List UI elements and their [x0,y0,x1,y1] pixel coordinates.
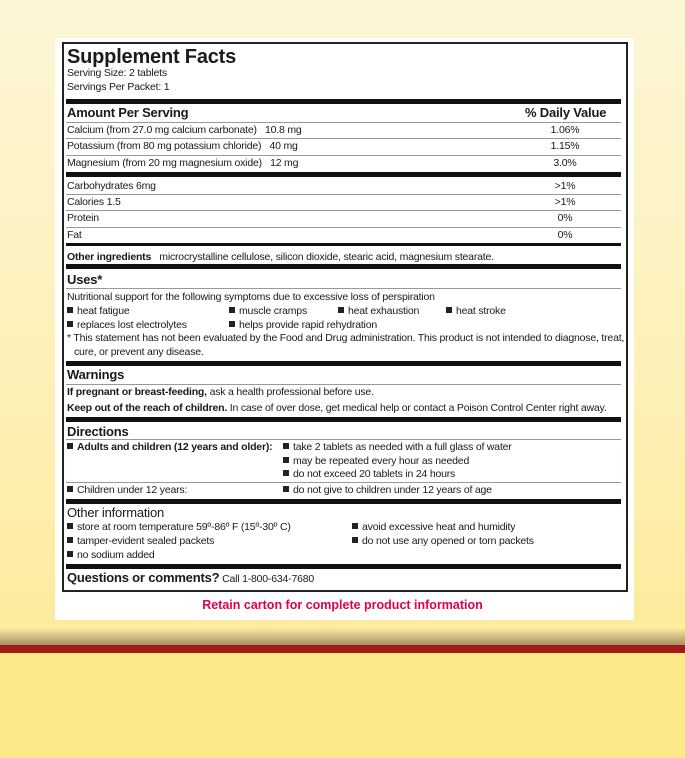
warning-children: Keep out of the reach of children. In ca… [67,402,607,414]
directions-children: Children under 12 years: [67,484,187,496]
info-item: do not use any opened or torn packets [352,535,534,547]
nutrient-dv: 3.0% [553,157,577,169]
nutrient-row: Calories 1.5 [67,196,121,208]
other-ingredients: Other ingredients microcrystalline cellu… [67,251,494,263]
divider [66,384,621,385]
divider [66,243,621,246]
red-band [0,645,685,653]
nutrient-row: Fat [67,229,82,241]
use-item: muscle cramps [229,305,307,317]
divider [66,138,621,139]
nutrient-dv: 0% [557,229,573,241]
divider [66,499,621,504]
retain-carton-notice: Retain carton for complete product infor… [202,598,483,612]
info-item: avoid excessive heat and humidity [352,521,516,533]
use-item: helps provide rapid rehydration [229,319,377,331]
divider [66,155,621,156]
nutrient-row: Carbohydrates 6mg [67,180,156,192]
uses-heading: Uses* [67,272,103,287]
nutrient-row: Calcium (from 27.0 mg calcium carbonate)… [67,124,302,136]
shadow-strip [0,628,685,646]
use-item: replaces lost electrolytes [67,319,187,331]
directions-heading: Directions [67,424,129,439]
nutrient-row: Protein [67,212,99,224]
nutrient-dv: >1% [554,180,576,192]
divider [66,264,621,269]
divider [66,417,621,422]
divider [66,122,621,123]
uses-intro: Nutritional support for the following sy… [67,291,435,303]
divider [66,99,621,104]
direction-item: take 2 tablets as needed with a full gla… [283,441,512,453]
panel-title: Supplement Facts [67,46,237,68]
divider [66,439,621,440]
nutrient-dv: >1% [554,196,576,208]
direction-item: do not exceed 20 tablets in 24 hours [283,468,455,480]
divider [66,172,621,177]
direction-item: may be repeated every hour as needed [283,455,469,467]
use-item: heat exhaustion [338,305,419,317]
nutrient-dv: 1.06% [550,124,580,136]
nutrient-dv: 1.15% [550,140,580,152]
divider [66,288,621,289]
nutrient-row: Magnesium (from 20 mg magnesium oxide) 1… [67,157,299,169]
divider [66,361,621,366]
warning-pregnant: If pregnant or breast-feeding, ask a hea… [67,386,374,398]
divider [66,227,621,228]
servings-per-packet: Servings Per Packet: 1 [67,81,170,93]
questions-line: Questions or comments? Call 1-800-634-76… [67,570,315,586]
other-info-heading: Other information [67,505,165,520]
amount-header: Amount Per Serving [67,105,189,120]
serving-size: Serving Size: 2 tablets [67,67,167,79]
info-item: store at room temperature 59º-86º F (15º… [67,521,291,533]
direction-item: do not give to children under 12 years o… [283,484,492,496]
directions-adults: Adults and children (12 years and older)… [67,441,273,453]
use-item: heat stroke [446,305,506,317]
divider [66,194,621,195]
use-item: heat fatigue [67,305,130,317]
fda-disclaimer: cure, or prevent any disease. [74,346,204,358]
yellow-background [0,653,685,758]
divider [66,482,621,483]
warnings-heading: Warnings [67,367,125,382]
info-item: tamper-evident sealed packets [67,535,214,547]
divider [66,564,621,569]
nutrient-row: Potassium (from 80 mg potassium chloride… [67,140,298,152]
info-item: no sodium added [67,549,155,561]
nutrient-dv: 0% [557,212,573,224]
dv-header: % Daily Value [525,105,607,120]
fda-disclaimer: * This statement has not been evaluated … [67,332,625,344]
divider [66,210,621,211]
